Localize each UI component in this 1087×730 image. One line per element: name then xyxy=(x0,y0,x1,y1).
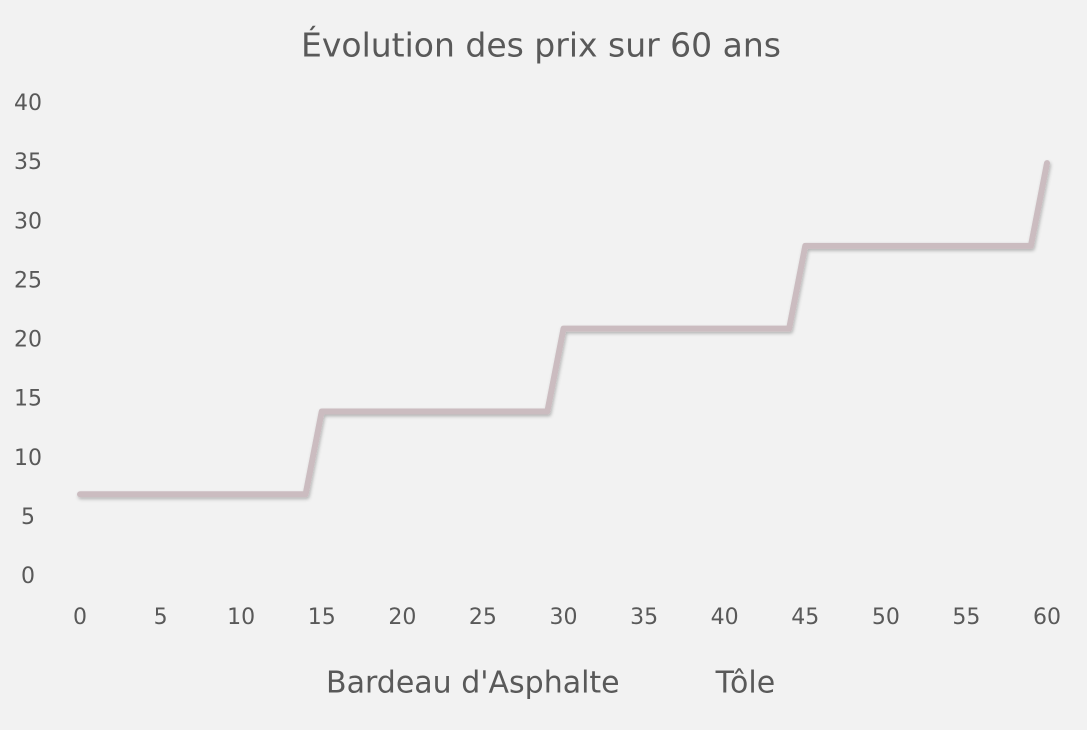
chart-title: Évolution des prix sur 60 ans xyxy=(301,25,781,65)
y-tick-label: 30 xyxy=(14,209,42,234)
y-tick-label: 0 xyxy=(21,564,35,589)
y-tick-label: 5 xyxy=(21,505,35,530)
legend-label: Bardeau d'Asphalte xyxy=(326,666,620,701)
x-tick-label: 50 xyxy=(872,605,900,630)
x-tick-label: 0 xyxy=(73,605,87,630)
y-tick-label: 15 xyxy=(14,387,42,412)
x-tick-label: 45 xyxy=(791,605,819,630)
x-tick-label: 55 xyxy=(952,605,980,630)
x-tick-label: 25 xyxy=(469,605,497,630)
x-tick-label: 40 xyxy=(711,605,739,630)
x-tick-label: 15 xyxy=(308,605,336,630)
y-tick-label: 25 xyxy=(14,268,42,293)
y-tick-label: 20 xyxy=(14,328,42,353)
x-tick-label: 5 xyxy=(154,605,168,630)
x-tick-label: 10 xyxy=(227,605,255,630)
legend-label: Tôle xyxy=(715,666,776,701)
y-tick-label: 10 xyxy=(14,446,42,471)
series-line xyxy=(77,160,1050,498)
x-tick-label: 60 xyxy=(1033,605,1061,630)
x-tick-label: 20 xyxy=(388,605,416,630)
x-tick-label: 35 xyxy=(630,605,658,630)
y-tick-label: 40 xyxy=(14,91,42,116)
x-tick-label: 30 xyxy=(550,605,578,630)
y-tick-label: 35 xyxy=(14,150,42,175)
